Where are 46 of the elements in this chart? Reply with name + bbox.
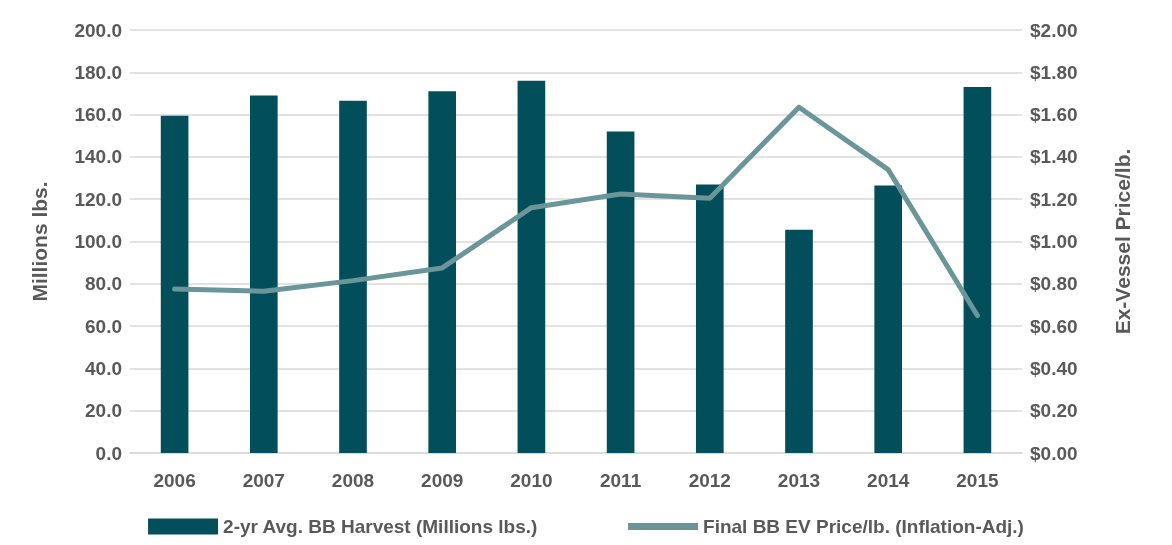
y-tick-label: 200.0 [74, 19, 122, 41]
y2-tick-label: $1.80 [1030, 61, 1078, 83]
y-tick-label: 160.0 [74, 104, 122, 126]
y2-tick-label: $1.40 [1030, 146, 1078, 168]
bar [785, 229, 813, 453]
legend-label: 2-yr Avg. BB Harvest (Millions lbs.) [223, 516, 538, 537]
y-tick-label: 100.0 [74, 231, 122, 252]
x-tick-label: 2014 [867, 470, 910, 491]
x-tick-label: 2010 [510, 470, 553, 491]
y-tick-label: 120.0 [74, 188, 122, 210]
x-tick-label: 2011 [599, 470, 642, 491]
y2-tick-label: $0.00 [1030, 442, 1078, 464]
x-tick-label: 2008 [331, 470, 375, 491]
bar [339, 100, 367, 453]
y-tick-label: 60.0 [85, 315, 122, 337]
bar [428, 91, 457, 453]
y2-tick-label: $0.60 [1030, 315, 1078, 337]
x-tick-label: 2009 [421, 470, 464, 491]
y2-tick-label: $1.20 [1030, 188, 1078, 210]
y-tick-label: 180.0 [74, 61, 122, 83]
y2-tick-label: $1.60 [1030, 104, 1078, 126]
bar [695, 184, 724, 453]
bar [874, 185, 903, 453]
y2-tick-label: $2.00 [1030, 19, 1078, 41]
y2-tick-label: $0.80 [1030, 273, 1078, 295]
x-tick-label: 2015 [956, 470, 999, 491]
y-tick-label: 20.0 [85, 400, 122, 422]
bar [963, 87, 992, 453]
y2-tick-label: $0.20 [1030, 400, 1078, 422]
y-tick-label: 40.0 [85, 357, 122, 379]
y2-tick-label: $1.00 [1030, 231, 1078, 252]
x-tick-label: 2013 [777, 470, 821, 491]
x-tick-label: 2012 [688, 470, 731, 491]
x-tick-label: 2007 [242, 470, 285, 491]
y2-tick-label: $0.40 [1030, 357, 1078, 379]
x-tick-label: 2006 [153, 470, 196, 491]
bar [160, 115, 189, 453]
y-axis-title: Millions lbs. [28, 181, 51, 302]
y-tick-label: 80.0 [85, 273, 122, 295]
bar [606, 131, 635, 453]
bar [249, 95, 278, 453]
y2-axis-title: Ex-Vessel Price/lb. [1111, 148, 1134, 335]
legend-label: Final BB EV Price/lb. (Inflation-Adj.) [703, 516, 1024, 537]
y-tick-label: 140.0 [74, 146, 122, 168]
y-tick-label: 0.0 [95, 442, 122, 464]
bar [517, 80, 546, 453]
